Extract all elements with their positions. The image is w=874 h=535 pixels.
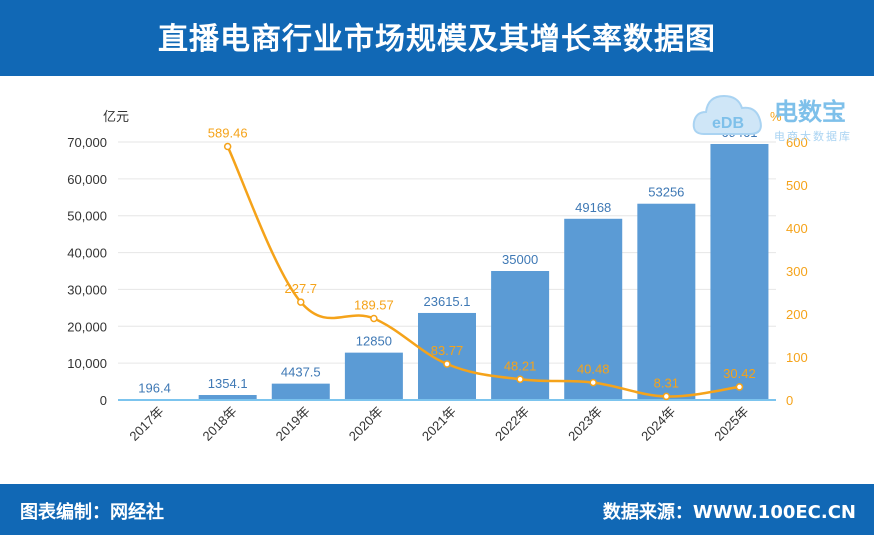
y-left-tick-label: 50,000 — [67, 209, 107, 224]
line-point — [516, 375, 524, 384]
y-left-tick-label: 60,000 — [67, 172, 107, 187]
bar — [637, 203, 696, 400]
x-tick-label: 2021年 — [419, 404, 459, 444]
y-right-tick-label: 300 — [786, 264, 808, 279]
y-right-tick-label: 200 — [786, 307, 808, 322]
bar-data-label: 35000 — [502, 252, 538, 267]
x-tick-label: 2022年 — [492, 404, 532, 444]
bar — [418, 312, 476, 400]
y-right-unit: % — [770, 109, 782, 124]
x-tick-label: 2018年 — [200, 404, 240, 444]
bar-data-label: 12850 — [356, 334, 392, 349]
line-data-label: 589.46 — [208, 126, 248, 141]
y-right-tick-label: 400 — [786, 221, 808, 236]
svg-text:eDB: eDB — [712, 115, 744, 132]
bar-data-label: 196.4 — [138, 380, 171, 395]
y-left-tick-label: 0 — [100, 393, 107, 408]
line-data-label: 30.42 — [723, 366, 756, 381]
y-left-tick-label: 30,000 — [67, 282, 107, 297]
x-tick-label: 2020年 — [346, 404, 386, 444]
bar-data-label: 53256 — [648, 185, 684, 200]
y-right-tick-label: 500 — [786, 178, 808, 193]
line-data-label: 227.7 — [285, 281, 318, 296]
bar-data-label: 49168 — [575, 200, 611, 215]
y-right-tick-label: 600 — [786, 135, 808, 150]
bar — [344, 352, 403, 400]
line-data-label: 48.21 — [504, 358, 537, 373]
x-tick-label: 2025年 — [711, 404, 751, 444]
x-tick-label: 2023年 — [565, 404, 605, 444]
chart-title: 直播电商行业市场规模及其增长率数据图 — [158, 22, 716, 57]
bar — [198, 395, 257, 400]
y-left-tick-label: 10,000 — [67, 356, 107, 371]
line-data-label: 189.57 — [354, 297, 394, 312]
y-right-tick-label: 100 — [786, 350, 808, 365]
logo-subtitle: 电商大数据库 — [774, 130, 852, 143]
header-bar: 直播电商行业市场规模及其增长率数据图 — [0, 0, 874, 76]
bar-data-label: 4437.5 — [281, 365, 321, 380]
y-left-tick-label: 70,000 — [67, 135, 107, 150]
line-data-label: 40.48 — [577, 362, 610, 377]
bar — [271, 383, 330, 400]
growth-rate-line — [226, 146, 740, 398]
line-data-label: 8.31 — [654, 375, 679, 390]
x-tick-label: 2024年 — [638, 404, 678, 444]
bar-data-label: 1354.1 — [208, 376, 248, 391]
line-data-label: 83.77 — [431, 343, 464, 358]
logo: eDB 电数宝 电商大数据库 — [690, 84, 870, 150]
cloud-logo-icon: eDB — [692, 94, 762, 135]
y-left-unit: 亿元 — [103, 109, 129, 124]
bar — [564, 218, 623, 400]
x-tick-label: 2019年 — [273, 404, 313, 444]
line-point — [443, 360, 451, 368]
footer-bar: 图表编制：网经社 数据来源：WWW.100EC.CN — [0, 484, 874, 535]
x-tick-label: 2017年 — [126, 404, 166, 444]
footer-source: 数据来源：WWW.100EC.CN — [602, 502, 856, 523]
footer-author: 图表编制：网经社 — [20, 502, 164, 523]
y-right-tick-label: 0 — [786, 393, 793, 408]
line-point — [589, 378, 597, 387]
combo-chart: 0 10,000 20,000 30,000 40,000 50,000 60,000 70,… — [67, 109, 808, 444]
line-point — [370, 314, 378, 323]
line-point — [662, 392, 671, 401]
line-point — [223, 142, 232, 151]
bar — [710, 143, 769, 400]
line-point — [735, 383, 744, 391]
line-point — [297, 298, 305, 306]
y-left-tick-label: 40,000 — [67, 246, 107, 261]
logo-brand: 电数宝 — [774, 98, 846, 126]
y-left-tick-label: 20,000 — [67, 319, 107, 334]
bar-data-label: 23615.1 — [424, 294, 471, 309]
